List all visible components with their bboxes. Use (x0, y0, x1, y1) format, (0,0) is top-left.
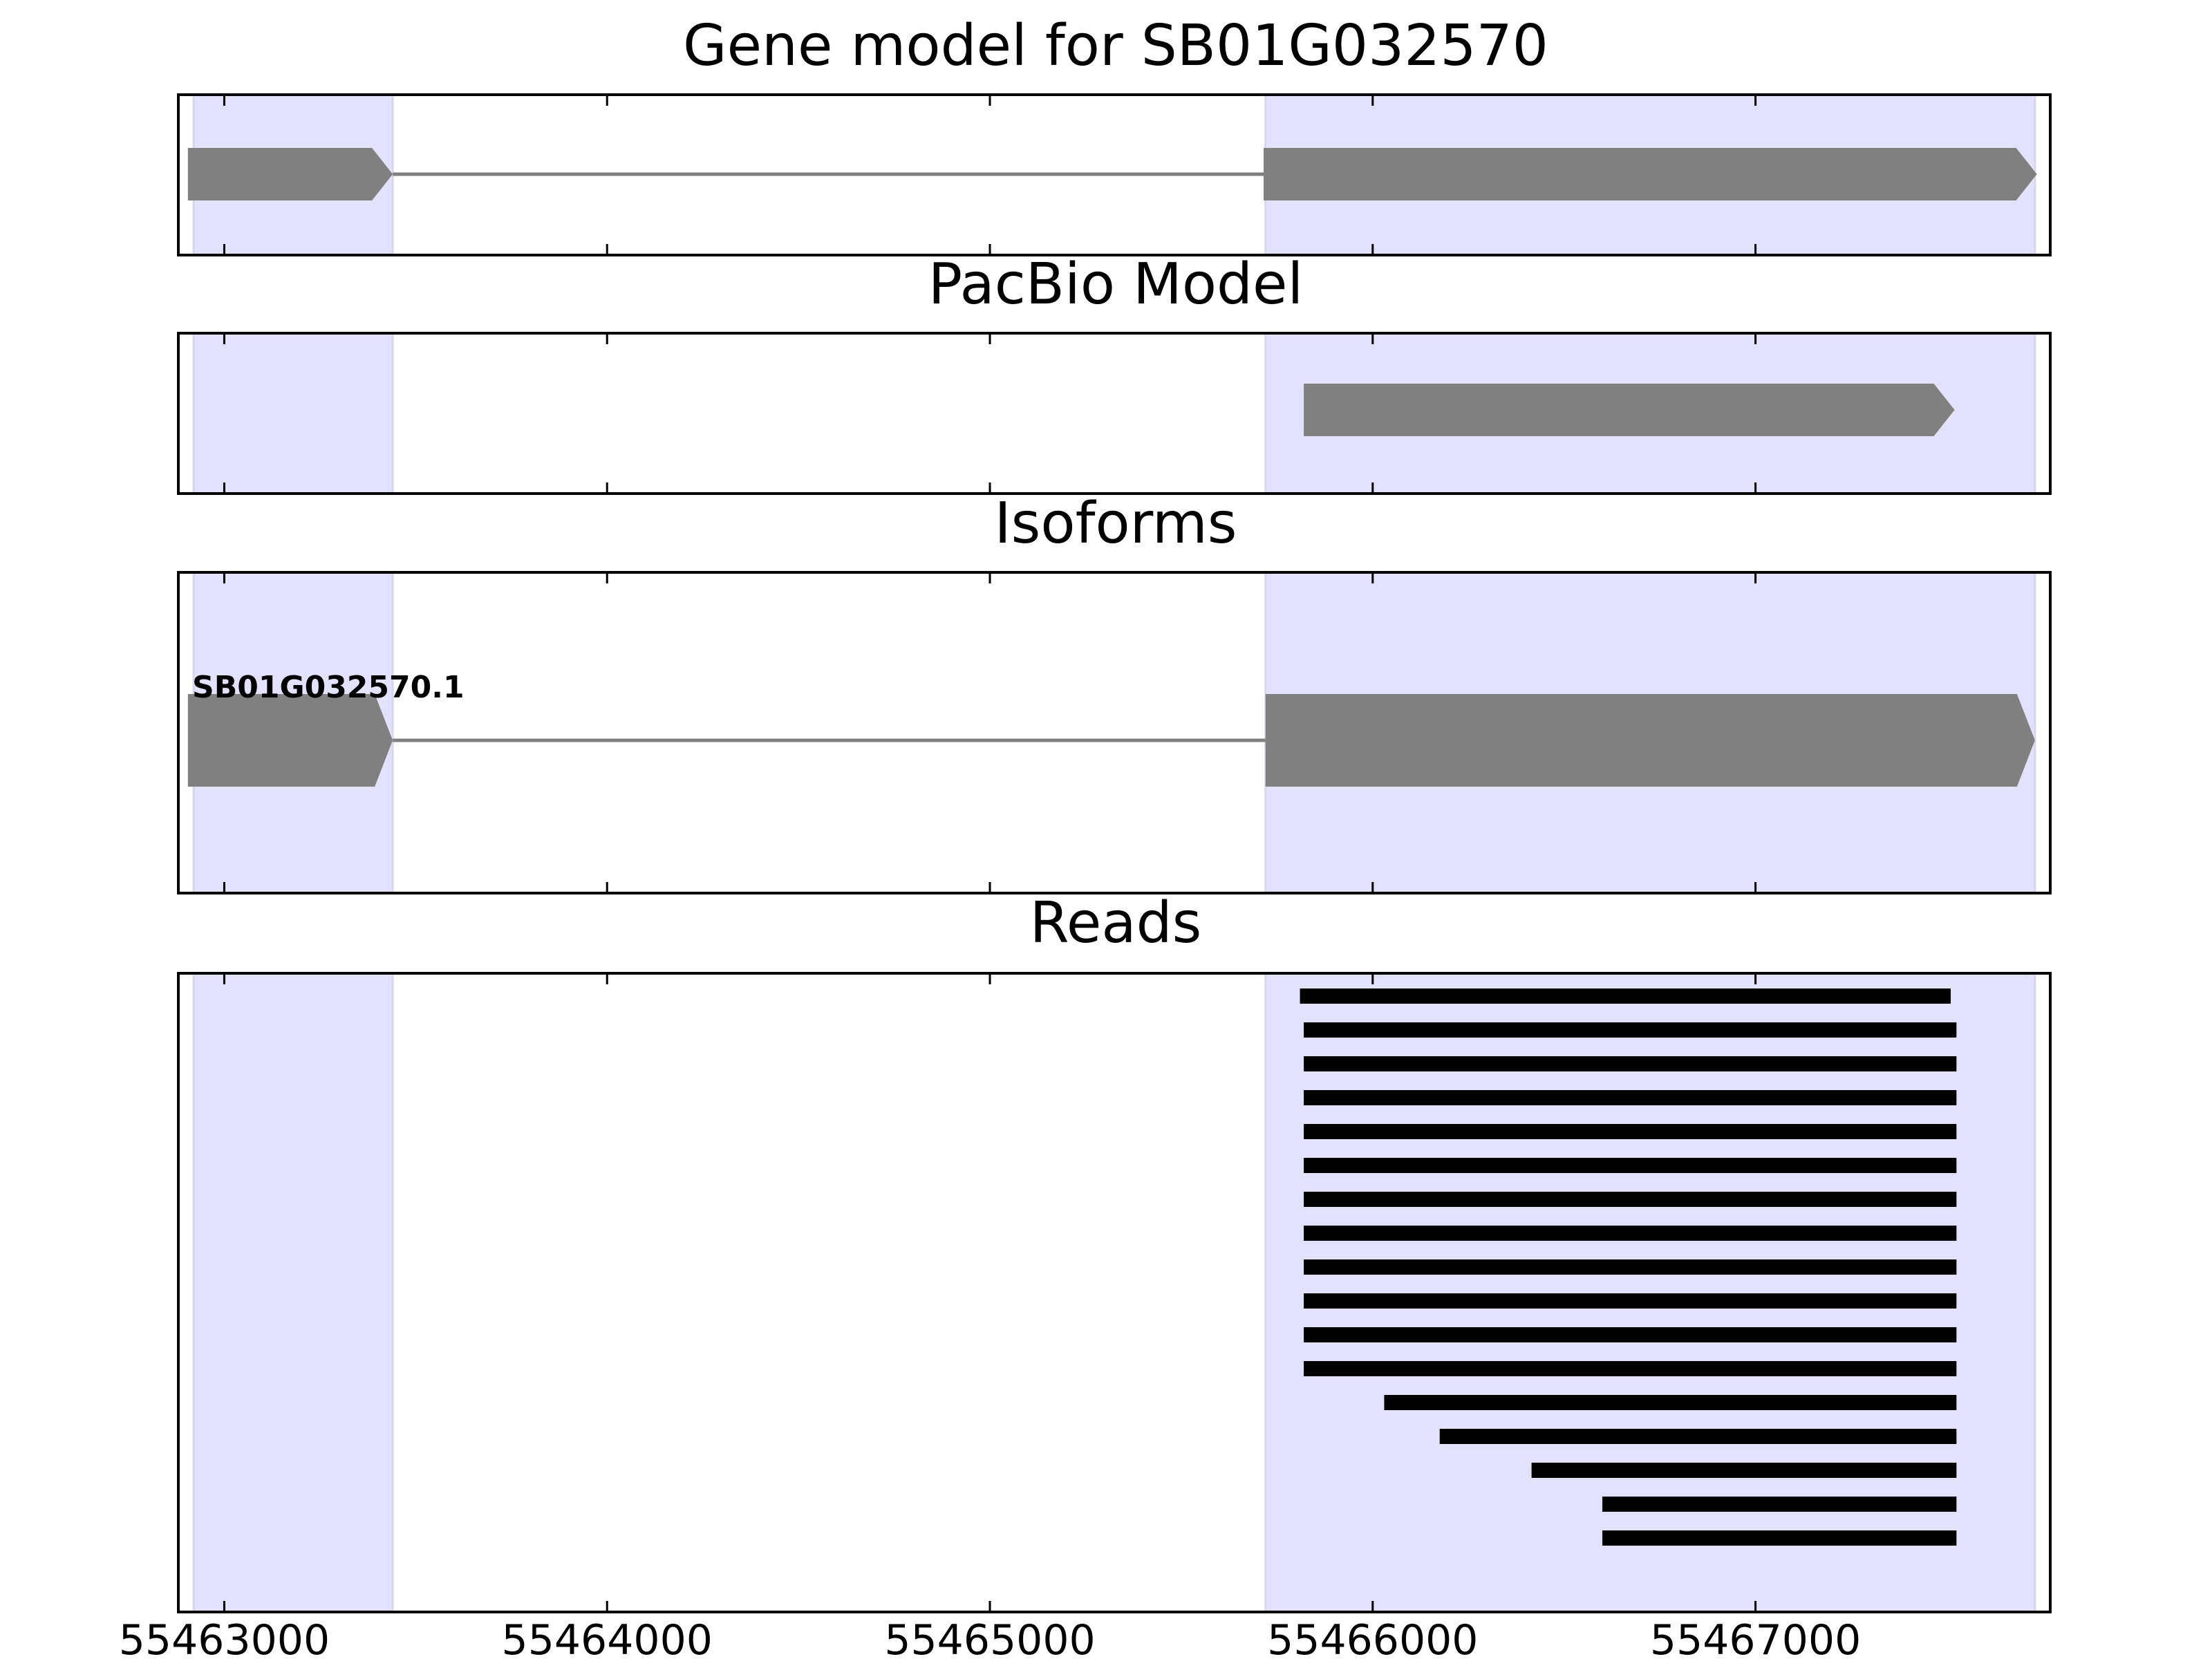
exon-block (187, 694, 393, 787)
pacbio-model-title: PacBio Model (928, 252, 1304, 317)
read-bar (1531, 1463, 1957, 1478)
x-tick-label: 55464000 (502, 1616, 713, 1659)
gene-features (187, 148, 2037, 200)
read-bar (1602, 1497, 1957, 1512)
pacbio-model-axes-frame (177, 332, 2052, 495)
exon-highlight-span (192, 332, 394, 495)
pacbio-model-panel: PacBio Model (177, 252, 2052, 495)
read-bar (1304, 1124, 1957, 1139)
read-bar (1304, 1090, 1957, 1105)
gene-model-ticks (223, 95, 1757, 255)
isoform-features (187, 694, 2035, 787)
read-bar (1304, 1056, 1957, 1071)
read-bar (1602, 1530, 1957, 1546)
read-bar (1304, 1192, 1957, 1207)
read-bar (1304, 1226, 1957, 1241)
isoforms-ticks (223, 572, 1757, 893)
exon-block (1265, 694, 2035, 787)
read-bar (1304, 1293, 1957, 1309)
reads-panel: Reads (177, 890, 2052, 1613)
read-bar (1304, 1361, 1957, 1376)
x-tick-label: 55465000 (884, 1616, 1095, 1659)
isoforms-title: Isoforms (995, 491, 1237, 556)
isoform-label: SB01G032570.1 (192, 670, 465, 705)
read-bar (1439, 1429, 1957, 1444)
read-bar (1304, 1022, 1957, 1038)
exon-block (1304, 384, 1955, 436)
gene-model-title: Gene model for SB01G032570 (683, 13, 1548, 79)
x-tick-label: 55467000 (1650, 1616, 1861, 1659)
pacbio-features (1304, 384, 1955, 436)
read-bars (1300, 988, 1957, 1546)
gene-model-axes-frame (177, 93, 2052, 256)
reads-ticks (223, 973, 1757, 1612)
read-bar (1384, 1395, 1957, 1410)
read-bar (1300, 988, 1951, 1004)
reads-title: Reads (1030, 890, 1202, 956)
exon-block (187, 148, 393, 200)
exon-highlight-span (192, 972, 394, 1613)
isoforms-axes-frame (177, 571, 2052, 894)
reads-axes-frame (177, 972, 2052, 1613)
pacbio-model-ticks (223, 333, 1757, 494)
exon-block (1263, 148, 2037, 200)
x-tick-label: 55463000 (119, 1616, 330, 1659)
gene-model-panel: Gene model for SB01G032570 (177, 13, 2052, 256)
read-bar (1304, 1327, 1957, 1342)
read-bar (1304, 1259, 1957, 1275)
x-tick-label: 55466000 (1267, 1616, 1478, 1659)
isoforms-panel: Isoforms SB01G032570.1 (177, 491, 2052, 894)
read-bar (1304, 1158, 1957, 1173)
x-axis-tick-labels: 55463000 55464000 55465000 55466000 55467000 (119, 1616, 1862, 1659)
